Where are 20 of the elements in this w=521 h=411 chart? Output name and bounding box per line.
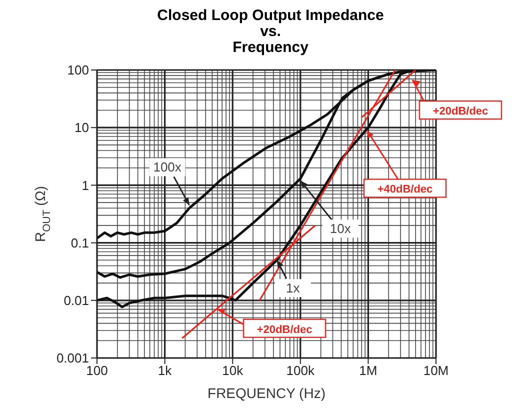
y-tick-label: 1 bbox=[82, 178, 89, 193]
annotation: +20dB/dec bbox=[256, 324, 312, 336]
x-tick-label: 10k bbox=[222, 363, 244, 378]
y-tick-label: 0.001 bbox=[56, 350, 89, 366]
y-tick-label: 0.01 bbox=[64, 293, 89, 308]
annotation: 1x bbox=[286, 280, 300, 296]
y-tick-label: 0.1 bbox=[70, 235, 89, 250]
y-tick-label: 100 bbox=[67, 62, 89, 78]
annotation: +40dB/dec bbox=[377, 184, 433, 196]
x-tick-label: 1k bbox=[158, 363, 172, 378]
annotation: +20dB/dec bbox=[432, 106, 488, 118]
x-tick-label: 100k bbox=[286, 363, 315, 378]
y-tick-label: 10 bbox=[74, 120, 89, 136]
annotation: 10x bbox=[330, 221, 352, 236]
annotation: 100x bbox=[153, 160, 182, 175]
x-axis-title: FREQUENCY (Hz) bbox=[208, 385, 326, 401]
x-tick-label: 100 bbox=[86, 363, 108, 378]
x-tick-label: 1M bbox=[359, 363, 378, 378]
chart-title: Closed Loop Output Impedance vs. Frequency bbox=[156, 7, 385, 58]
x-tick-label: 10M bbox=[423, 363, 449, 378]
